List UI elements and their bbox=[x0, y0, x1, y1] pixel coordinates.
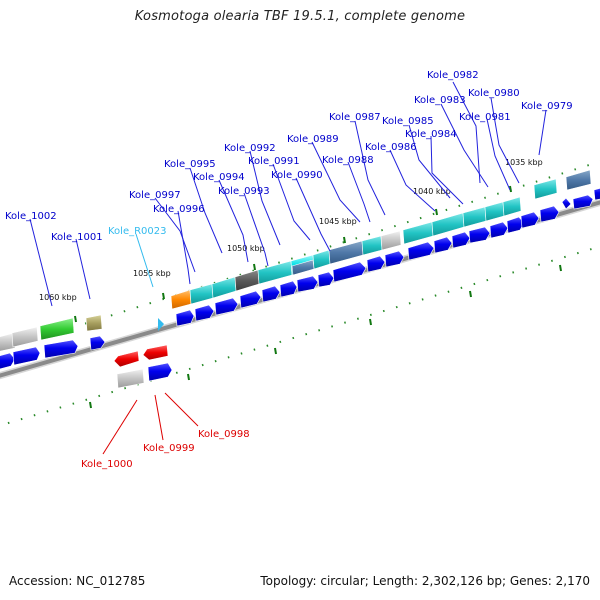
gene-arrow[interactable] bbox=[194, 304, 215, 322]
gene-block[interactable] bbox=[85, 314, 103, 332]
gene-block[interactable] bbox=[0, 332, 16, 352]
gene-label[interactable]: Kole_0999 bbox=[143, 443, 195, 454]
gene-arrow[interactable] bbox=[12, 346, 41, 366]
gene-label[interactable]: Kole_0980 bbox=[468, 88, 520, 99]
leader-lines-top bbox=[29, 81, 547, 307]
gene-arrow[interactable] bbox=[539, 205, 560, 223]
gene-block[interactable] bbox=[533, 178, 558, 200]
gene-label[interactable]: Kole_0983 bbox=[414, 95, 466, 106]
gene-block[interactable] bbox=[291, 259, 315, 276]
gene-arrow[interactable] bbox=[317, 271, 335, 288]
gene-label[interactable]: Kole_0989 bbox=[287, 134, 339, 145]
gene-label[interactable]: Kole_0993 bbox=[218, 186, 270, 197]
gene-label[interactable]: Kole_0990 bbox=[271, 170, 323, 181]
gene-arrow[interactable] bbox=[520, 211, 540, 229]
gene-block[interactable] bbox=[462, 206, 487, 228]
kbp-tick-label: 1055 kbp bbox=[133, 269, 171, 278]
gene-arrow[interactable] bbox=[384, 250, 405, 268]
gene-block[interactable] bbox=[431, 212, 465, 237]
gene-arrow[interactable] bbox=[261, 285, 281, 303]
gene-arrow[interactable] bbox=[147, 362, 173, 382]
gene-label[interactable]: Kole_0986 bbox=[365, 142, 417, 153]
gene-arrow[interactable] bbox=[366, 255, 386, 273]
leader-lines-bottom bbox=[102, 392, 199, 455]
gene-label[interactable]: Kole_0984 bbox=[405, 129, 457, 140]
gene-arrow[interactable] bbox=[239, 290, 262, 309]
gene-arrow[interactable] bbox=[561, 197, 572, 210]
gene-arrow[interactable] bbox=[43, 339, 79, 359]
gene-block[interactable] bbox=[328, 240, 364, 265]
gene-label[interactable]: Kole_0995 bbox=[164, 159, 216, 170]
gene-arrow[interactable] bbox=[113, 350, 140, 368]
genome-summary-text: Topology: circular; Length: 2,302,126 bp… bbox=[260, 574, 590, 588]
gene-arrow[interactable] bbox=[214, 297, 239, 316]
gene-label[interactable]: Kole_0994 bbox=[193, 172, 245, 183]
kbp-tick-label: 1045 kbp bbox=[319, 217, 357, 226]
gene-label[interactable]: Kole_1001 bbox=[51, 232, 103, 243]
gene-arrow[interactable] bbox=[89, 335, 106, 351]
gene-block[interactable] bbox=[361, 235, 383, 256]
gene-label[interactable]: Kole_0982 bbox=[427, 70, 479, 81]
kbp-tick-label: 1035 kbp bbox=[505, 158, 543, 167]
gene-labels-top: Kole_0982 Kole_0980 Kole_0983 Kole_0979 … bbox=[5, 70, 573, 243]
gene-arrow[interactable] bbox=[332, 261, 367, 283]
gene-arrow[interactable] bbox=[279, 280, 298, 298]
gene-label[interactable]: Kole_0987 bbox=[329, 112, 381, 123]
gene-label[interactable]: Kole_0996 bbox=[153, 204, 205, 215]
gene-block[interactable] bbox=[402, 221, 434, 245]
gene-block[interactable] bbox=[257, 260, 293, 285]
gene-track-forward bbox=[0, 187, 600, 382]
gene-block[interactable] bbox=[170, 289, 192, 310]
gene-track-upper bbox=[0, 169, 592, 352]
gene-block[interactable] bbox=[116, 368, 145, 389]
gene-arrow[interactable] bbox=[0, 352, 16, 370]
gene-arrow[interactable] bbox=[407, 241, 435, 261]
kbp-tick-label: 1060 kbp bbox=[39, 293, 77, 302]
gene-label[interactable]: Kole_0985 bbox=[382, 116, 434, 127]
gene-block[interactable] bbox=[484, 201, 505, 222]
gene-label[interactable]: Kole_1002 bbox=[5, 211, 57, 222]
gene-arrow[interactable] bbox=[175, 309, 195, 327]
gene-block[interactable] bbox=[312, 249, 331, 270]
gene-block[interactable] bbox=[380, 230, 402, 251]
rna-label[interactable]: Kole_R0023 bbox=[108, 226, 167, 237]
gene-label[interactable]: Kole_0991 bbox=[248, 156, 300, 167]
map-title: Kosmotoga olearia TBF 19.5.1, complete g… bbox=[134, 9, 466, 24]
leader-line-rna bbox=[135, 233, 154, 288]
gene-arrow[interactable] bbox=[593, 187, 600, 201]
gene-label[interactable]: Kole_0998 bbox=[198, 429, 250, 440]
gene-label[interactable]: Kole_0997 bbox=[129, 190, 181, 201]
gene-block[interactable] bbox=[39, 317, 75, 341]
accession-text: Accession: NC_012785 bbox=[9, 574, 146, 588]
gene-arrow[interactable] bbox=[142, 344, 169, 361]
gene-arrow[interactable] bbox=[433, 236, 453, 254]
gene-label[interactable]: Kole_0988 bbox=[322, 155, 374, 166]
tick-marks bbox=[74, 185, 562, 409]
gene-label[interactable]: Kole_1000 bbox=[81, 459, 133, 470]
gene-block[interactable] bbox=[234, 269, 260, 292]
kbp-tick-label: 1040 kbp bbox=[413, 187, 451, 196]
gene-block[interactable] bbox=[502, 196, 522, 217]
gene-label[interactable]: Kole_0992 bbox=[224, 143, 276, 154]
gene-arrow[interactable] bbox=[468, 226, 491, 244]
gene-label[interactable]: Kole_0979 bbox=[521, 101, 573, 112]
gene-block[interactable] bbox=[565, 169, 592, 191]
gene-block[interactable] bbox=[211, 276, 237, 299]
gene-arrow[interactable] bbox=[489, 221, 509, 239]
gene-labels-bottom: Kole_0998 Kole_0999 Kole_1000 bbox=[81, 429, 250, 470]
rna-marker[interactable] bbox=[158, 318, 164, 331]
gene-arrow[interactable] bbox=[572, 194, 594, 210]
gene-block[interactable] bbox=[11, 326, 39, 348]
gene-track-reverse bbox=[113, 344, 169, 389]
gene-label[interactable]: Kole_0981 bbox=[459, 112, 511, 123]
gene-block[interactable] bbox=[189, 283, 214, 305]
gene-arrow[interactable] bbox=[451, 231, 471, 249]
gene-arrow[interactable] bbox=[296, 275, 319, 293]
